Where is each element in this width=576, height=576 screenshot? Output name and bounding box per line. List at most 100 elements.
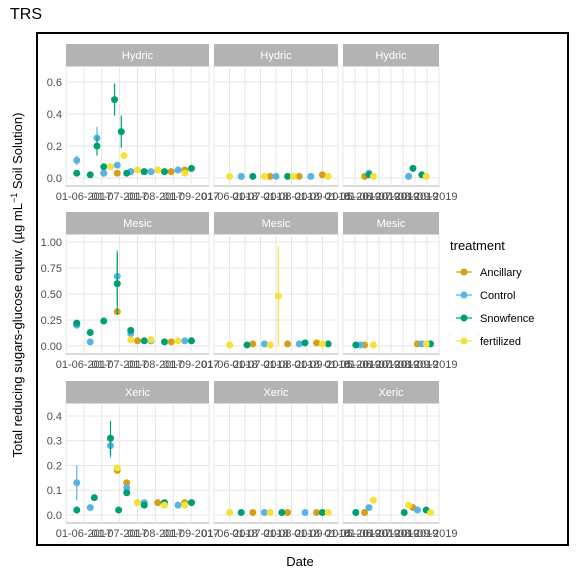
legend-key-point [460, 268, 468, 276]
facet-strip-label: Mesic [262, 218, 291, 230]
data-point [140, 501, 148, 509]
y-tick-label: 0.4 [47, 411, 62, 423]
data-point [278, 509, 286, 517]
x-tick-label: 01-07-2017 [91, 191, 147, 203]
data-point [266, 509, 274, 517]
x-tick-label: 01-09-2017 [163, 528, 219, 540]
y-tick-label: 0.00 [41, 341, 62, 353]
data-point [167, 338, 175, 346]
x-tick-label: 01-06-2017 [56, 359, 112, 371]
data-point [90, 494, 98, 502]
data-point [352, 341, 360, 349]
x-tick-label: 01-06-2019 [344, 191, 400, 203]
data-point [289, 172, 297, 180]
facet-strip [343, 212, 439, 234]
data-point [284, 509, 292, 517]
data-point [307, 172, 315, 180]
data-point [324, 172, 332, 180]
x-tick-label: 01-08-2017 [127, 528, 183, 540]
legend-key-point [460, 337, 468, 345]
legend-label: Ancillary [480, 267, 522, 279]
x-tick-label: 01-09-2017 [163, 359, 219, 371]
facet-strip [214, 381, 338, 403]
data-point [188, 499, 195, 507]
facet-strip [66, 44, 209, 66]
x-tick-label: 01-09-2018 [294, 191, 350, 203]
y-tick-label: 0.0 [47, 173, 62, 185]
x-tick-label: 01-08-2018 [263, 528, 319, 540]
data-point [123, 479, 131, 487]
data-point [181, 169, 189, 177]
legend-label: Control [480, 290, 515, 302]
y-tick-label: 1.00 [41, 237, 62, 249]
data-point [154, 499, 162, 507]
x-tick-label: 01-07-2018 [232, 191, 288, 203]
data-point [174, 166, 182, 174]
data-point [73, 479, 81, 487]
data-point [324, 340, 332, 348]
y-tick-label: 0.50 [41, 289, 62, 301]
data-point [301, 339, 309, 347]
data-point [120, 152, 128, 160]
data-point [318, 171, 326, 179]
facet-strip-label: Hydric [260, 50, 292, 62]
chart-title: TRS [10, 6, 42, 23]
x-tick-label: 01-05-2019 [324, 359, 380, 371]
data-point [100, 169, 108, 177]
x-tick-label: 01-09-2019 [401, 191, 457, 203]
data-point [113, 161, 121, 169]
data-point [400, 509, 408, 517]
x-tick-label: 01-06-2018 [201, 191, 257, 203]
data-point [266, 172, 274, 180]
facet-strip-label: Mesic [377, 218, 406, 230]
x-tick-label: 01-08-2018 [263, 359, 319, 371]
data-point [161, 501, 168, 509]
data-point [161, 168, 168, 176]
legend-key-point [460, 291, 468, 299]
x-tick-label: 01-07-2017 [91, 528, 147, 540]
data-point [181, 501, 189, 509]
y-tick-label: 0.1 [47, 485, 62, 497]
x-tick-label: 01-09-2019 [401, 528, 457, 540]
data-point [147, 336, 155, 344]
data-point [243, 341, 251, 349]
facet-strip-label: Xeric [263, 387, 289, 399]
facet-strip-label: Xeric [378, 387, 404, 399]
data-point [266, 341, 274, 349]
data-point [249, 172, 257, 180]
y-tick-label: 0.2 [47, 141, 62, 153]
facet-strip [343, 44, 439, 66]
data-point [174, 337, 182, 345]
data-point [117, 128, 125, 136]
data-point [134, 166, 141, 174]
data-point [107, 163, 114, 171]
y-axis-title: Total reducing sugars-glucose equiv. (µg… [9, 113, 25, 458]
x-tick-label: 01-09-2017 [163, 191, 219, 203]
data-point [301, 509, 309, 517]
x-axis-title: Date [286, 554, 313, 569]
data-point [167, 168, 175, 176]
data-point [123, 489, 131, 497]
data-point [93, 142, 101, 150]
x-tick-label: 01-07-2019 [363, 528, 419, 540]
x-tick-label: 01-06-2019 [344, 528, 400, 540]
facet-strip-label: Hydric [122, 50, 154, 62]
data-point [140, 168, 148, 176]
facet-strip [214, 44, 338, 66]
data-point [284, 340, 292, 348]
data-point [115, 506, 123, 514]
data-point [237, 509, 245, 517]
data-point [422, 340, 430, 348]
data-point [369, 341, 377, 349]
data-point [113, 464, 121, 472]
data-point [422, 172, 430, 180]
x-tick-label: 01-06-2017 [56, 528, 112, 540]
x-tick-label: 01-06-2018 [201, 359, 257, 371]
y-tick-label: 0.25 [41, 315, 62, 327]
data-point [73, 156, 81, 164]
x-tick-label: 01-08-2017 [127, 191, 183, 203]
legend-title: treatment [450, 238, 505, 253]
facet-strip [214, 212, 338, 234]
data-point [313, 339, 321, 347]
data-point [188, 164, 195, 172]
